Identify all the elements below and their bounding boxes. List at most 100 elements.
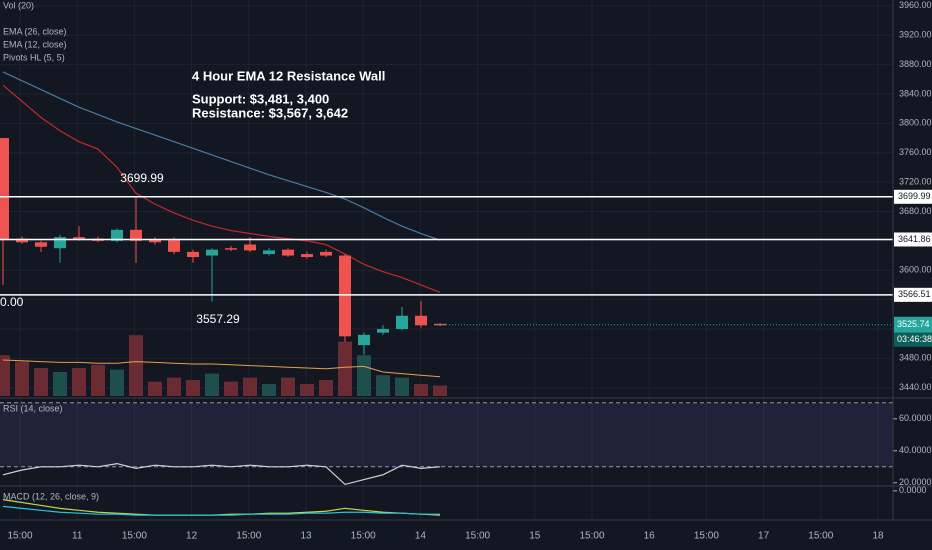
candle-body <box>377 328 389 333</box>
volume-ma <box>2 359 441 378</box>
y-tick-label: 60.0000 <box>899 413 932 423</box>
volume-bar <box>376 375 390 396</box>
last-price-label: 3525.74 <box>897 319 930 329</box>
indicator-label: RSI (14, close) <box>3 403 63 413</box>
indicator-label: EMA (12, close) <box>3 39 67 49</box>
volume-bar <box>262 384 276 396</box>
y-tick-label: 3960.00 <box>899 0 932 10</box>
y-tick-label: 3760.00 <box>899 147 932 157</box>
volume-bar <box>15 361 29 396</box>
volume-bar <box>110 369 124 396</box>
y-tick-label: 3800.00 <box>899 118 932 128</box>
candle-body <box>415 315 427 326</box>
time-label: 12 <box>186 531 198 542</box>
level-label: 3699.99 <box>898 191 931 201</box>
pivot-label: 3699.99 <box>120 171 164 185</box>
pivot-label: 3557.29 <box>196 312 240 326</box>
y-tick-label: 3680.00 <box>899 206 932 216</box>
y-tick-label: 3480.00 <box>899 353 932 363</box>
annotation: 4 Hour EMA 12 Resistance Wall <box>192 68 385 83</box>
indicator-label: Vol (20) <box>3 0 34 10</box>
volume-bar <box>319 380 333 396</box>
candle-body <box>0 138 9 241</box>
indicator-label: Pivots HL (5, 5) <box>3 52 65 62</box>
level-tag <box>894 189 932 204</box>
indicator-label: EMA (26, close) <box>3 26 67 36</box>
candle-body <box>282 249 294 256</box>
volume-bar <box>129 335 143 396</box>
candle-body <box>358 334 370 346</box>
time-label: 15:00 <box>7 531 32 542</box>
candle-body <box>73 237 85 240</box>
band-fill <box>0 402 893 467</box>
time-label: 15 <box>529 531 541 542</box>
level-tag <box>894 287 932 302</box>
countdown-tag <box>894 332 932 347</box>
volume-bar <box>0 355 10 396</box>
volume-bar <box>34 368 48 396</box>
time-label: 15:00 <box>579 531 604 542</box>
candle-body <box>111 229 123 241</box>
volume-bar <box>205 373 219 396</box>
y-tick-label: 20.0000 <box>899 477 932 487</box>
time-label: 11 <box>72 531 83 542</box>
time-label: 14 <box>415 531 427 542</box>
volume-bar <box>395 377 409 396</box>
volume-bar <box>414 384 428 396</box>
volume-bar <box>281 377 295 396</box>
candle-body <box>16 238 28 243</box>
candle-body <box>168 239 180 252</box>
volume-bar <box>224 381 238 396</box>
ema-line <box>2 71 441 241</box>
volume-bar <box>91 364 105 396</box>
y-tick-label: 3920.00 <box>899 30 932 40</box>
countdown-label: 03:46:38 <box>897 334 932 344</box>
ema-line <box>2 84 441 293</box>
annotation: Resistance: $3,567, 3,642 <box>192 105 348 120</box>
volume-bar <box>72 368 86 396</box>
time-label: 15:00 <box>694 531 719 542</box>
y-tick-label: 3440.00 <box>899 382 932 392</box>
time-label: 15:00 <box>351 531 376 542</box>
time-label: 15:00 <box>122 531 147 542</box>
level-label: 3566.51 <box>898 289 931 299</box>
candle-body <box>263 250 275 255</box>
level-tag <box>894 232 932 247</box>
candle-body <box>149 239 161 243</box>
volume-bar <box>148 381 162 396</box>
volume-bar <box>243 377 257 396</box>
time-label: 13 <box>300 531 312 542</box>
y-tick-label: 40.0000 <box>899 445 932 455</box>
indicator-line <box>2 505 440 516</box>
volume-bar <box>167 377 181 396</box>
candle-body <box>54 237 66 249</box>
time-label: 18 <box>872 531 884 542</box>
last-price-tag <box>894 316 932 333</box>
candle-body <box>225 248 237 250</box>
volume-bar <box>433 385 447 396</box>
candle-body <box>206 249 218 256</box>
candle-body <box>396 315 408 329</box>
y-tick-label: 0.0000 <box>899 485 927 495</box>
time-label: 16 <box>644 531 656 542</box>
y-tick-label: 3840.00 <box>899 88 932 98</box>
volume-bar <box>300 384 314 396</box>
candle-body <box>320 251 332 256</box>
candle-body <box>339 255 351 337</box>
candle-body <box>301 254 313 258</box>
volume-bar <box>186 380 200 396</box>
time-label: 17 <box>758 531 770 542</box>
indicator-label: MACD (12, 26, close, 9) <box>3 491 99 501</box>
indicator-line <box>2 462 441 486</box>
volume-bar <box>357 355 371 396</box>
annotation: Support: $3,481, 3,400 <box>192 91 329 106</box>
candle-body <box>130 229 142 241</box>
y-tick-label: 3880.00 <box>899 59 932 69</box>
level-label: 3641.86 <box>898 234 931 244</box>
volume-bar <box>338 341 352 396</box>
candle-body <box>244 244 256 251</box>
time-label: 15:00 <box>465 531 490 542</box>
candle-body <box>187 251 199 258</box>
